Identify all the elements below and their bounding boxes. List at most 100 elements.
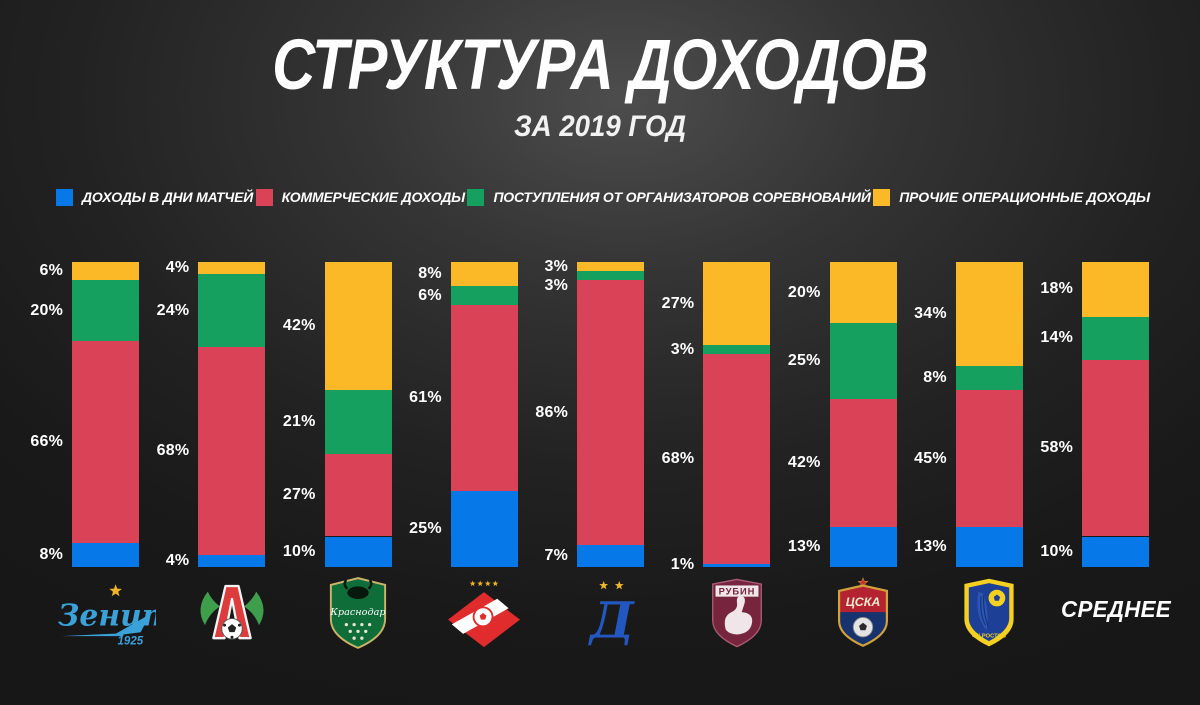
segment-krasnodar-matchday (324, 536, 392, 567)
legend-item-competition: ПОСТУПЛЕНИЯ ОТ ОРГАНИЗАТОРОВ СОРЕВНОВАНИ… (467, 188, 871, 206)
average-column-label: СРЕДНЕЕ (1060, 596, 1171, 622)
page-title: СТРУКТУРА ДОХОДОВ (272, 26, 929, 105)
legend-swatch-commercial (255, 188, 273, 206)
segment-rostov-matchday (955, 527, 1023, 567)
shield-border (837, 584, 889, 647)
segment-spartak-other (450, 262, 518, 287)
bar-zenit (72, 262, 139, 567)
segment-value-label: 8% (923, 368, 947, 386)
segment-rubin-other (703, 262, 771, 346)
segment-average-commercial (1082, 359, 1149, 537)
segment-dinamo-matchday (577, 545, 644, 567)
segment-value-label: 1% (670, 556, 695, 574)
star-icon (108, 584, 122, 597)
segment-cska-competition (829, 323, 897, 400)
bar-rubin (703, 262, 771, 567)
segment-zenit-other (72, 262, 139, 281)
segment-average-competition (1082, 316, 1149, 360)
cska-wordmark: ЦСКА (846, 595, 881, 609)
segment-value-label: 66% (30, 432, 63, 450)
segment-spartak-commercial (450, 304, 518, 491)
segment-value-label: 86% (535, 403, 568, 421)
bar-cska (829, 262, 897, 567)
bar-dinamo (577, 262, 644, 567)
segment-value-label: 68% (156, 442, 190, 460)
segment-rostov-commercial (955, 390, 1023, 528)
legend-item-commercial: КОММЕРЧЕСКИЕ ДОХОДЫ (255, 188, 466, 206)
segment-value-label: 4% (165, 551, 190, 569)
segment-rubin-commercial (703, 354, 771, 564)
segment-value-label: 24% (156, 301, 190, 319)
legend-item-other: ПРОЧИЕ ОПЕРАЦИОННЫЕ ДОХОДЫ (873, 188, 1150, 206)
bar-average (1082, 262, 1149, 567)
rubin-logo: РУБИН (711, 578, 762, 648)
segment-value-label: 6% (39, 262, 63, 280)
segment-value-label: 42% (787, 454, 821, 472)
segment-value-label: 61% (409, 388, 442, 406)
segment-value-label: 4% (165, 259, 190, 277)
segment-value-label: 10% (282, 542, 316, 560)
segment-value-label: 45% (914, 449, 947, 467)
rubin-wordmark: РУБИН (718, 586, 755, 596)
football-dot (237, 623, 241, 627)
legend-label-matchday: ДОХОДЫ В ДНИ МАТЧЕЙ (82, 189, 254, 205)
dinamo-logo-slot: Д (561, 577, 661, 650)
football-pattern (479, 613, 487, 620)
segment-rostov-other (955, 262, 1023, 366)
segment-lokomotiv-matchday (198, 554, 266, 567)
segment-rostov-competition (955, 365, 1023, 391)
segment-dinamo-commercial (577, 280, 644, 546)
segment-value-label: 58% (1040, 439, 1073, 457)
legend-label-commercial: КОММЕРЧЕСКИЕ ДОХОДЫ (281, 189, 466, 205)
krasnodar-wordmark: Краснодар (329, 607, 385, 618)
cska-logo-slot: ЦСКА (813, 577, 913, 649)
segment-lokomotiv-competition (198, 274, 266, 348)
segment-value-label: 20% (30, 301, 63, 319)
segment-lokomotiv-commercial (198, 347, 266, 555)
name-band (715, 585, 759, 597)
lokomotiv-logo-slot (182, 577, 282, 649)
zenit-arrow (61, 613, 150, 637)
segment-value-label: 8% (39, 545, 63, 563)
football-pattern (993, 594, 1001, 601)
segment-value-label: 34% (914, 304, 947, 322)
segment-krasnodar-commercial (324, 454, 392, 537)
stars-row (598, 580, 624, 590)
segment-dinamo-competition (577, 271, 644, 281)
legend-item-matchday: ДОХОДЫ В ДНИ МАТЧЕЙ (56, 188, 254, 206)
zenit-logo: Зенит 1925 (57, 584, 156, 646)
segment-value-label: 3% (544, 257, 568, 275)
bull-icon (343, 579, 373, 590)
football-pattern (859, 622, 867, 631)
segment-spartak-competition (450, 286, 518, 305)
segment-zenit-matchday (72, 542, 139, 567)
wing-icon (200, 591, 220, 626)
zenit-year: 1925 (117, 636, 143, 646)
segment-zenit-competition (72, 280, 139, 342)
dinamo-logo: Д (587, 580, 634, 650)
rostov-wordmark: ФК РОСТОВ (972, 634, 1006, 640)
bar-spartak (450, 262, 518, 567)
segment-spartak-matchday (450, 490, 518, 567)
segment-average-other (1082, 262, 1149, 317)
swan-icon (724, 596, 752, 635)
segment-value-label: 68% (661, 450, 695, 468)
cska-logo: ЦСКА (837, 577, 889, 647)
rostov-logo: ФК РОСТОВ (964, 578, 1014, 647)
segment-dinamo-other (577, 262, 644, 272)
legend: ДОХОДЫ В ДНИ МАТЧЕЙ КОММЕРЧЕСКИЕ ДОХОДЫ ПО… (56, 187, 1150, 207)
spartak-logo-slot (434, 577, 534, 649)
zenit-logo-slot: Зенит 1925 (56, 577, 156, 649)
bar-lokomotiv (198, 262, 266, 567)
segment-value-label: 25% (409, 519, 442, 537)
segment-value-label: 25% (787, 352, 821, 370)
segment-value-label: 13% (914, 538, 947, 556)
segment-zenit-commercial (72, 341, 139, 543)
segment-value-label: 6% (418, 286, 442, 304)
bull-icon (347, 586, 369, 599)
checker-pattern (344, 622, 372, 640)
segment-cska-other (829, 262, 897, 323)
segment-krasnodar-competition (324, 390, 392, 455)
wing-icon (243, 591, 264, 626)
